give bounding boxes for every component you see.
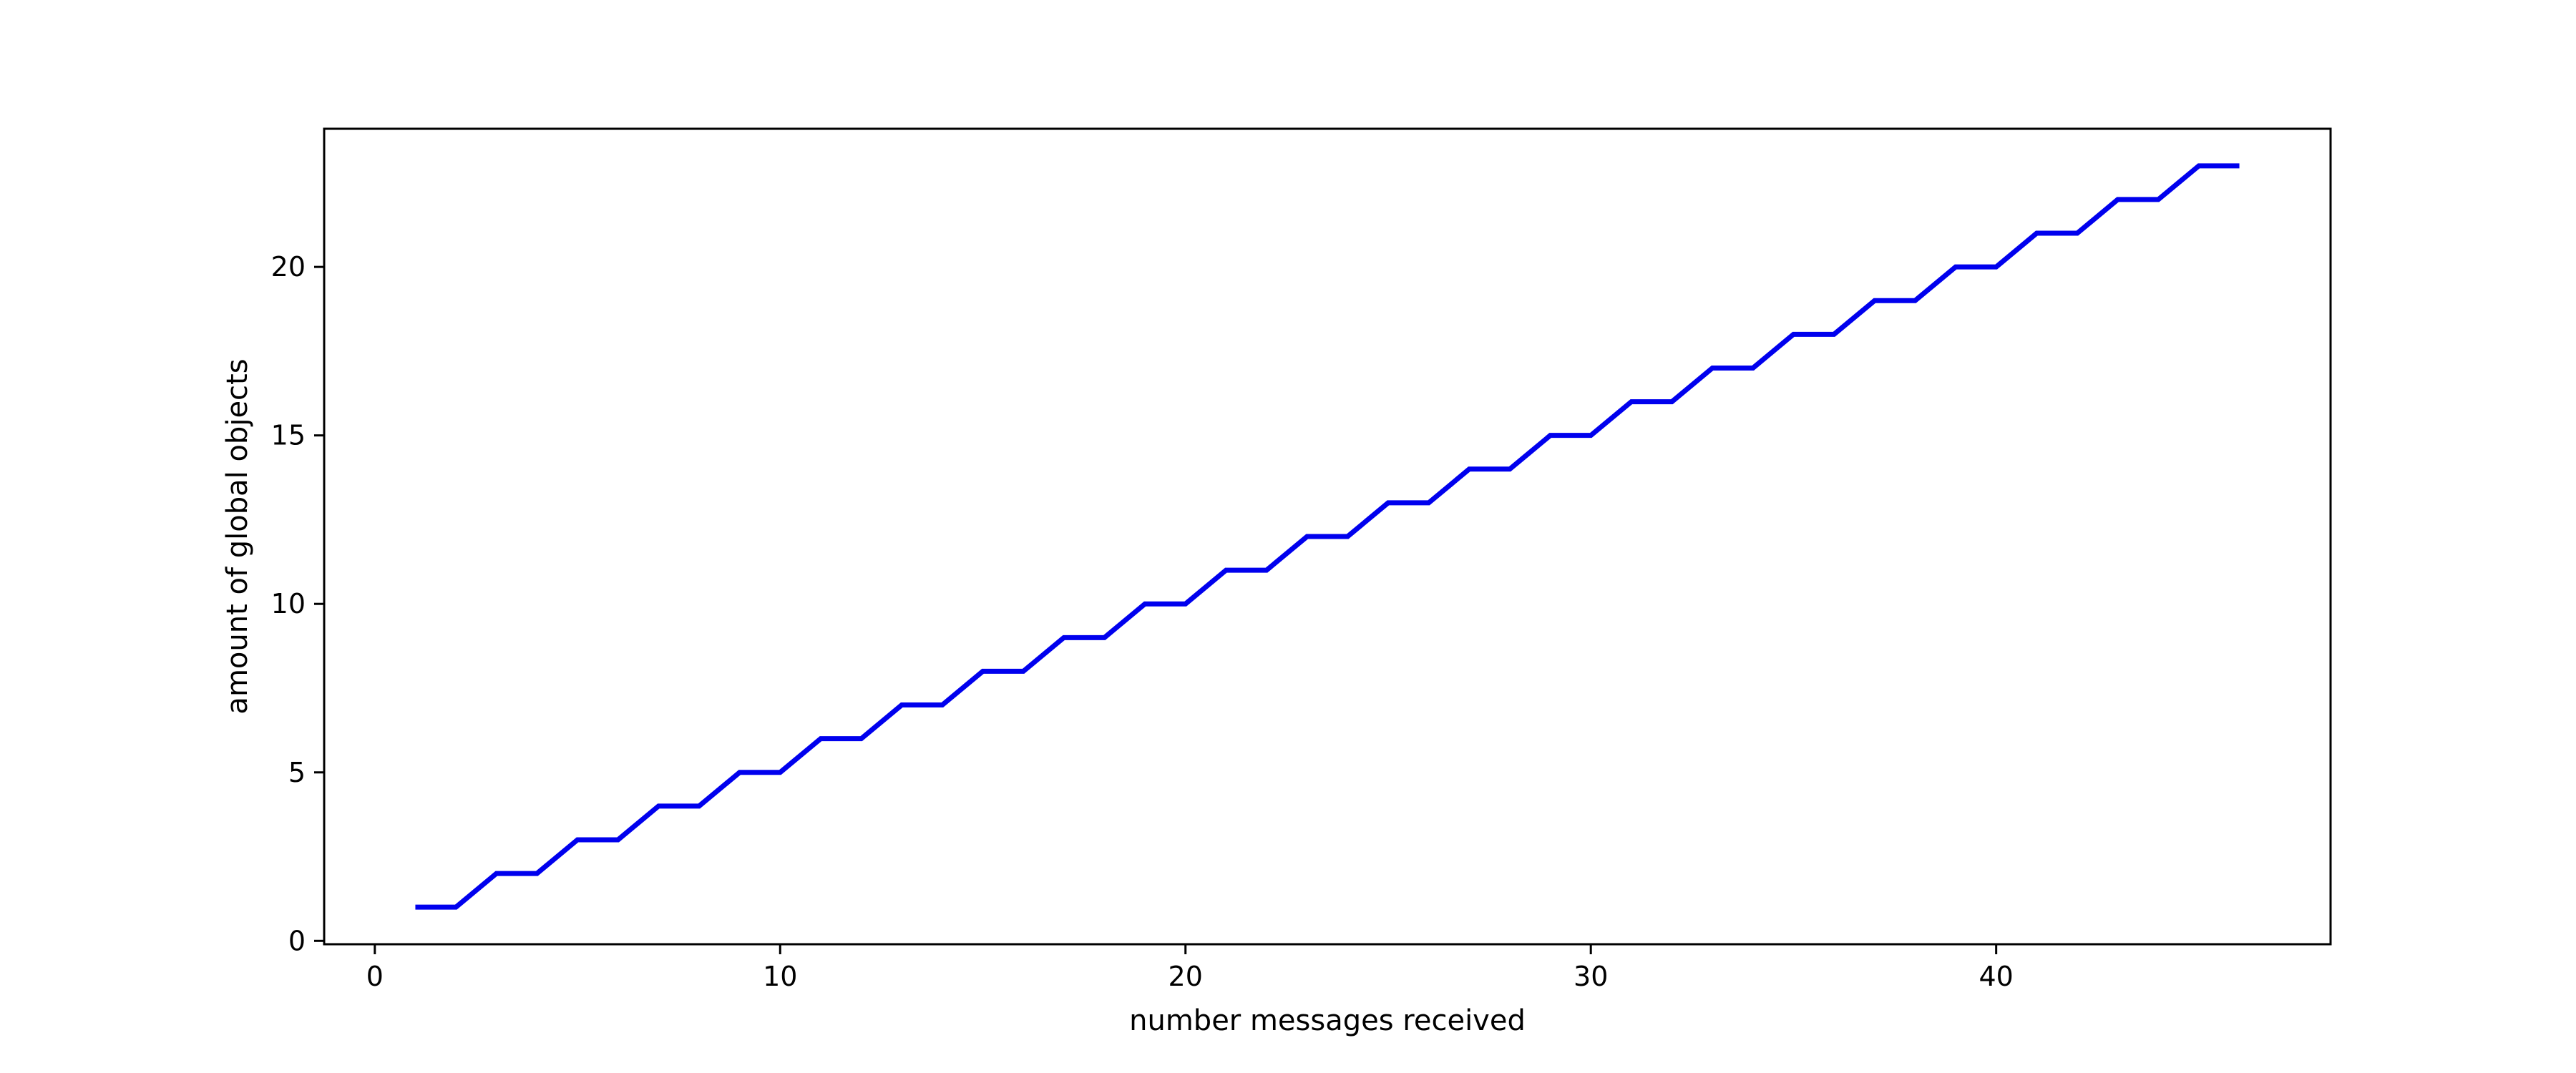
x-axis-ticks: 0 10 20 30 40	[366, 944, 2014, 992]
plot-area-frame	[323, 127, 2332, 946]
y-tick-label: 0	[288, 925, 306, 956]
y-tick-label: 15	[271, 420, 306, 451]
series-line	[415, 163, 2240, 910]
x-axis-label: number messages received	[1129, 1004, 1526, 1037]
y-tick-label: 5	[288, 757, 306, 788]
x-tick-label: 30	[1574, 961, 1608, 992]
x-tick-label: 20	[1169, 961, 1203, 992]
x-tick-label: 40	[1979, 961, 2013, 992]
x-tick-label: 0	[366, 961, 384, 992]
y-axis-ticks: 0 5 10 15 20	[271, 251, 324, 956]
y-tick-label: 10	[271, 588, 306, 619]
y-tick-label: 20	[271, 251, 306, 283]
x-tick-label: 10	[763, 961, 797, 992]
y-axis-label: amount of global objects	[221, 358, 254, 714]
